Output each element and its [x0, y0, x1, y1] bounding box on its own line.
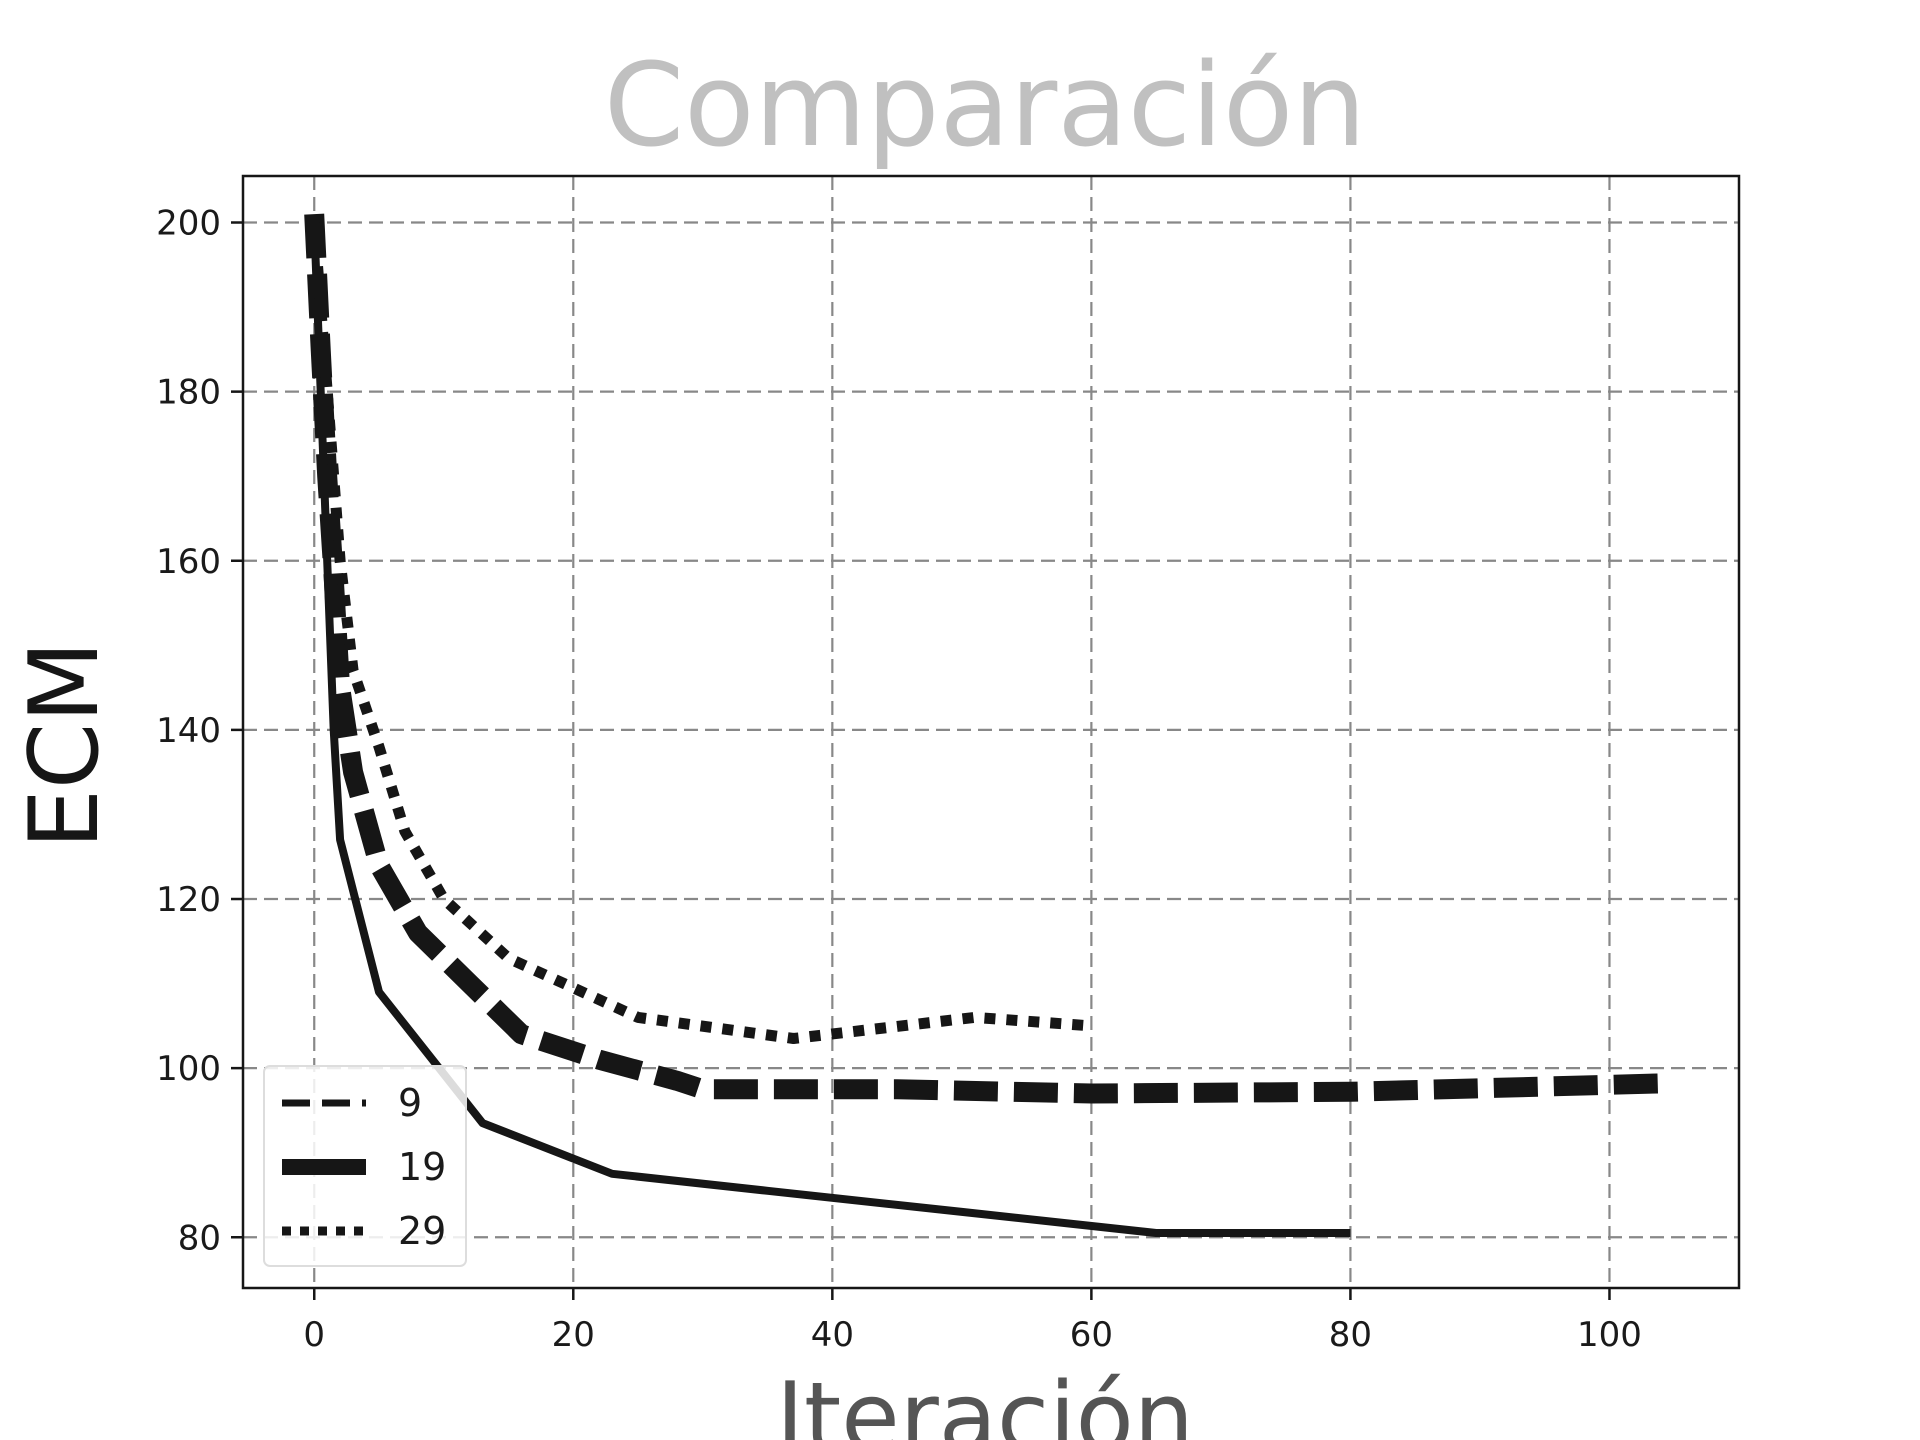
plot-frame — [241, 174, 1741, 1290]
x-tick-label: 60 — [1070, 1315, 1113, 1355]
series-line-19 — [304, 213, 1662, 1104]
x-tick-label: 40 — [811, 1315, 854, 1355]
y-tick-label: 180 — [156, 373, 221, 413]
x-tick-label: 0 — [303, 1315, 325, 1355]
chart-title: Comparación — [604, 39, 1366, 173]
x-tick-label: 100 — [1577, 1315, 1642, 1355]
ticks: 0 20 40 60 80 100 80 100 120 140 160 180 200 — [156, 204, 1642, 1355]
legend-label-9: 9 — [398, 1081, 422, 1125]
y-tick-label: 200 — [156, 204, 221, 244]
legend-label-19: 19 — [398, 1145, 446, 1189]
legend: 9 19 29 — [263, 1065, 467, 1267]
y-tick-label: 160 — [156, 542, 221, 582]
series-line-29 — [308, 222, 1092, 1044]
y-tick-label: 80 — [178, 1218, 221, 1258]
y-tick-label: 140 — [156, 711, 221, 751]
y-tick-label: 100 — [156, 1049, 221, 1089]
grid — [243, 176, 1739, 1288]
y-tick-label: 120 — [156, 880, 221, 920]
x-tick-label: 20 — [552, 1315, 595, 1355]
series-group — [304, 213, 1662, 1237]
x-axis-label: Iteración — [776, 1363, 1194, 1440]
x-tick-label: 80 — [1329, 1315, 1372, 1355]
legend-label-29: 29 — [398, 1209, 446, 1253]
y-axis-label: ECM — [10, 641, 120, 849]
